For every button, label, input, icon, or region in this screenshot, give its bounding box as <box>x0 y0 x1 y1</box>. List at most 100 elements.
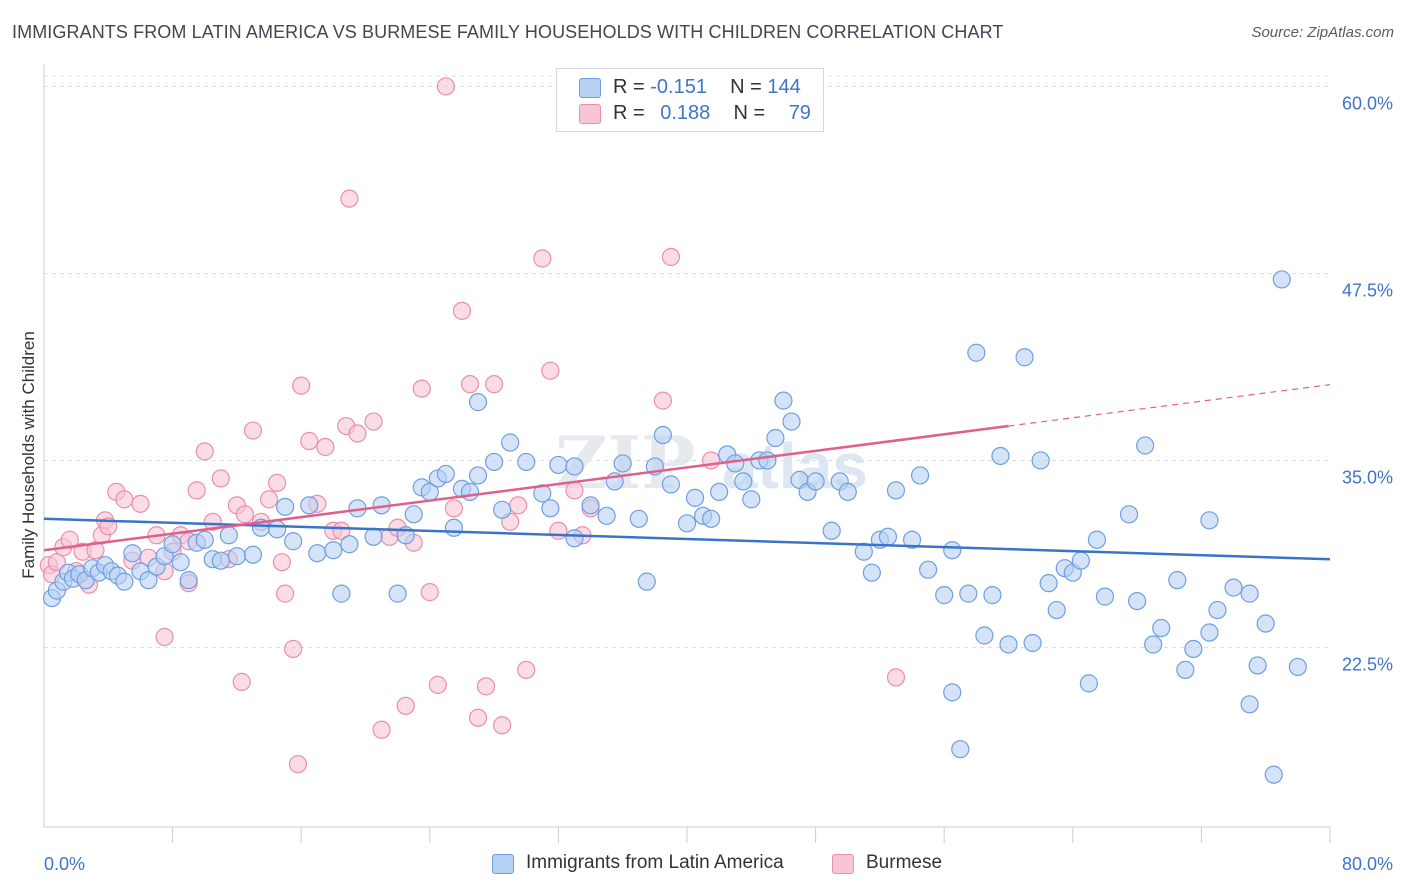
latin-america-point <box>726 454 745 473</box>
burmese-point <box>509 496 528 515</box>
latin-america-point <box>1176 660 1195 680</box>
burmese-points <box>39 77 906 774</box>
latin-america-point <box>637 572 656 591</box>
burmese-point <box>565 481 584 500</box>
latin-america-point <box>1079 674 1098 693</box>
legend-n-label: N = <box>730 76 762 98</box>
burmese-point <box>468 708 488 727</box>
latin-america-points <box>42 270 1307 784</box>
latin-america-point <box>324 541 343 560</box>
latin-america-point <box>211 551 230 570</box>
latin-america-point <box>1119 505 1139 524</box>
burmese-point <box>292 376 311 395</box>
latin-america-point <box>975 626 994 645</box>
latin-america-point <box>565 457 584 476</box>
latin-america-point <box>243 545 263 564</box>
latin-america-point <box>517 452 536 472</box>
burmese-point <box>485 375 504 394</box>
latin-america-point <box>661 475 681 494</box>
x-tick-label-min: 0.0% <box>44 854 85 874</box>
latin-america-point <box>460 482 480 501</box>
latin-america-point <box>1087 530 1107 549</box>
latin-america-point <box>468 393 488 412</box>
latin-america-point <box>1288 657 1307 677</box>
latin-america-point <box>1023 633 1042 653</box>
latin-america-point <box>935 586 954 605</box>
latin-america-point <box>444 518 464 537</box>
burmese-point <box>86 541 105 560</box>
burmese-point <box>211 469 230 488</box>
latin-america-point <box>1071 551 1090 570</box>
latin-america-point <box>629 509 648 528</box>
legend-r-value-burmese: 0.188 <box>660 102 711 124</box>
burmese-point <box>493 716 512 735</box>
legend-swatch-pink <box>579 104 601 124</box>
latin-america-point <box>943 683 962 702</box>
burmese-point <box>396 696 415 715</box>
burmese-point <box>533 249 552 268</box>
legend-text-burmese: R = 0.188 N = 79 <box>613 102 811 125</box>
burmese-point <box>115 490 134 509</box>
latin-america-point <box>1047 600 1066 620</box>
legend-n-value-latin-america: 144 <box>767 76 801 98</box>
latin-america-point <box>734 472 753 491</box>
latin-america-point <box>404 505 423 524</box>
burmese-point <box>155 627 174 647</box>
latin-america-point <box>468 466 488 485</box>
burmese-point <box>372 720 391 739</box>
latin-america-point <box>677 514 697 533</box>
correlation-legend: R = -0.151 N = 144 R = 0.188 N = 79 <box>556 68 824 132</box>
latin-america-point <box>983 586 1002 605</box>
legend-n-label: N = <box>733 102 766 124</box>
burmese-point <box>702 451 721 470</box>
legend-swatch-blue <box>579 78 601 98</box>
burmese-point <box>436 77 455 96</box>
x-tick-label-max: 80.0% <box>1342 854 1393 874</box>
burmese-point <box>340 189 359 208</box>
burmese-point <box>517 660 536 680</box>
legend-n-value-burmese: 79 <box>788 102 811 124</box>
latin-america-point <box>766 428 785 448</box>
latin-america-point <box>436 464 455 484</box>
latin-america-point <box>364 527 383 546</box>
latin-america-point <box>710 482 729 501</box>
burmese-point <box>452 301 472 320</box>
latin-america-point <box>1152 618 1171 638</box>
burmese-point <box>276 584 295 603</box>
latin-america-point <box>902 530 922 549</box>
latin-america-point <box>541 499 560 518</box>
burmese-point <box>476 677 496 696</box>
axes <box>43 64 1331 843</box>
latin-america-point <box>195 530 214 549</box>
trend-line-burmese <box>43 424 1009 552</box>
latin-america-point <box>774 391 793 410</box>
latin-america-point <box>581 496 600 515</box>
latin-america-point <box>171 553 190 572</box>
burmese-point <box>661 247 681 267</box>
latin-america-point <box>967 343 986 362</box>
trend-line-burmese-extension <box>1008 384 1331 427</box>
axis-labels: 22.5% 35.0% 47.5% 60.0% 0.0% 80.0% Family Hous… <box>19 93 1393 874</box>
latin-america-point <box>219 526 238 545</box>
bottom-legend-label-burmese: Burmese <box>866 852 943 873</box>
trend-line-latin-america <box>43 517 1331 561</box>
latin-america-point <box>822 521 841 540</box>
burmese-point <box>232 672 251 691</box>
source-label: Source: ZipAtlas.com <box>1251 24 1394 41</box>
burmese-point <box>316 437 335 457</box>
burmese-point <box>288 755 308 774</box>
latin-america-point <box>308 544 327 563</box>
burmese-point <box>653 391 672 410</box>
latin-america-point <box>951 740 970 759</box>
latin-america-point <box>782 412 801 431</box>
bottom-legend-swatch-pink <box>832 854 854 874</box>
latin-america-point <box>742 490 761 509</box>
latin-america-point <box>388 584 407 603</box>
latin-america-point <box>806 472 825 491</box>
latin-america-point <box>284 532 303 551</box>
burmese-point <box>284 639 303 659</box>
legend-r-value-latin-america: -0.151 <box>650 76 707 98</box>
y-tick-label: 60.0% <box>1342 93 1393 113</box>
burmese-point <box>364 412 383 431</box>
burmese-point <box>412 379 431 398</box>
